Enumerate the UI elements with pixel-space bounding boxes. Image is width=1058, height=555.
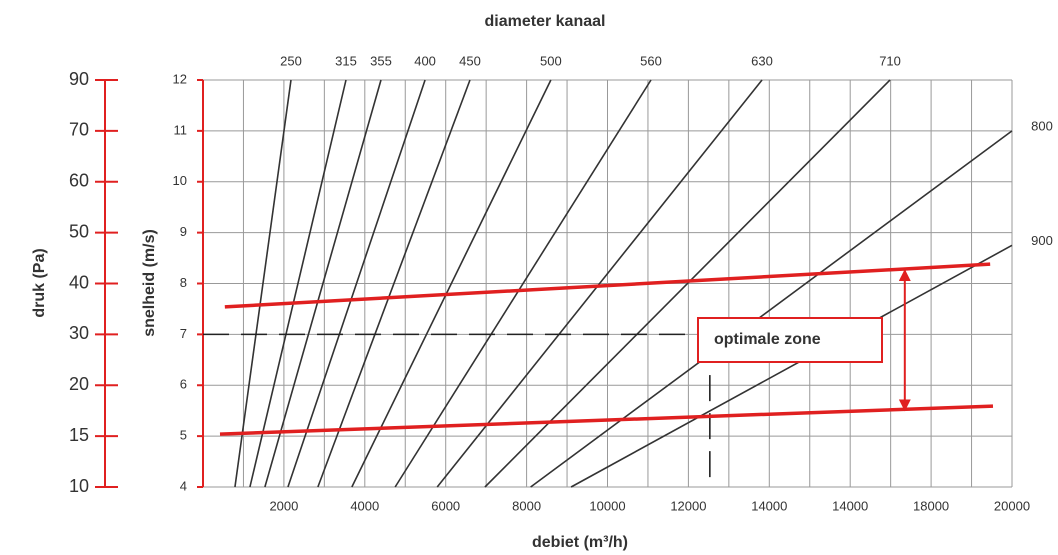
series-label: 250: [280, 53, 302, 68]
y-tick-label: 5: [180, 428, 187, 443]
y-tick-label: 8: [180, 275, 187, 290]
series-label: 630: [751, 53, 773, 68]
diameter-line: [570, 244, 1013, 488]
y-tick-label: 9: [180, 224, 187, 239]
y-tick-label: 7: [180, 326, 187, 341]
diameter-line: [530, 130, 1013, 488]
diameter-line: [234, 79, 292, 488]
y2-tick-label: 70: [69, 120, 89, 140]
series-label: 710: [879, 53, 901, 68]
diameter-line: [249, 79, 347, 488]
annotation: optimale zone: [714, 331, 821, 348]
y-tick-label: 4: [180, 478, 187, 493]
x-tick-label: 6000: [431, 498, 460, 513]
diameter-line: [484, 79, 891, 488]
series-label: 400: [414, 53, 436, 68]
x-tick-label: 14000: [832, 498, 868, 513]
x-tick-label: 18000: [913, 498, 949, 513]
plot: 2000 4000 6000 8000 10000 12000 14000 14000 1800…: [69, 53, 1053, 513]
y2-tick-label: 40: [69, 272, 89, 292]
y2-tick-label: 90: [69, 69, 89, 89]
zone-line: [224, 262, 991, 309]
series-label: 450: [459, 53, 481, 68]
zone-line: [219, 404, 994, 436]
x-axis-title: debiet (m³/h): [532, 534, 628, 551]
diameter-line: [351, 79, 552, 488]
x-tick-label: 4000: [350, 498, 379, 513]
x-tick-label: 2000: [269, 498, 298, 513]
diameter-line: [394, 79, 652, 488]
y2-tick-label: 15: [69, 425, 89, 445]
y-tick-label: 11: [174, 122, 188, 137]
series-label: 560: [640, 53, 662, 68]
y2-tick-label: 20: [69, 374, 89, 394]
y2-tick-label: 60: [69, 171, 89, 191]
x-tick-label: 8000: [512, 498, 541, 513]
chart-title: diameter kanaal: [485, 13, 606, 30]
y-tick-label: 12: [173, 71, 187, 86]
annotation-box: [697, 317, 883, 363]
diameter-line: [264, 79, 382, 488]
series-label: 800: [1031, 118, 1053, 133]
series-label: 500: [540, 53, 562, 68]
x-tick-label: 14000: [751, 498, 787, 513]
diameter-line: [317, 79, 471, 488]
x-tick-label: 12000: [670, 498, 706, 513]
series-label: 900: [1031, 233, 1053, 248]
y2-tick-label: 50: [69, 221, 89, 241]
y-tick-label: 10: [173, 173, 187, 188]
diameter-line: [287, 79, 426, 488]
y2-tick-label: 10: [69, 476, 89, 496]
y-axis-title: snelheid (m/s): [141, 229, 158, 337]
y-tick-label: 6: [180, 377, 187, 392]
series-label: 355: [370, 53, 392, 68]
x-tick-label: 10000: [589, 498, 625, 513]
diameter-line: [436, 79, 763, 488]
y2-tick-label: 30: [69, 323, 89, 343]
series-label: 315: [335, 53, 357, 68]
y2-axis-title: druk (Pa): [31, 248, 48, 317]
x-tick-label: 20000: [994, 498, 1030, 513]
